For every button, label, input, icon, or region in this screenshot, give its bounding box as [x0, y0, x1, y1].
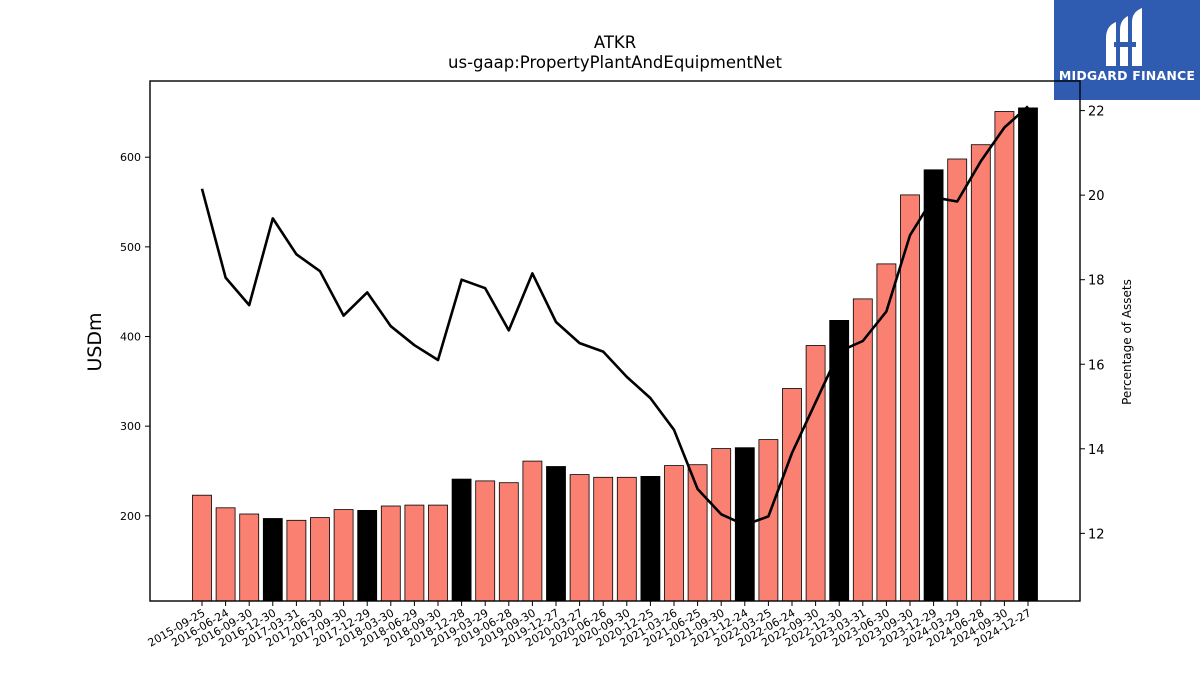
- chart-subtitle: us-gaap:PropertyPlantAndEquipmentNet: [448, 53, 782, 72]
- bars-group: [192, 107, 1038, 602]
- bar-2022-06-24: [782, 388, 802, 602]
- bar-2017-09-30: [333, 509, 354, 602]
- bar-2017-12-29: [357, 509, 378, 602]
- y-tick-label: 300: [120, 420, 141, 433]
- bar-2021-09-30: [711, 448, 732, 602]
- bar-2019-09-30: [522, 460, 543, 602]
- logo-text: MIDGARD FINANCE: [1058, 68, 1196, 83]
- y2-tick-label: 12: [1088, 527, 1105, 542]
- percentage-line: [200, 105, 1029, 527]
- bar-2024-12-27: [1018, 107, 1038, 602]
- bar-2022-09-30: [805, 345, 826, 602]
- midgard-logo-icon: [1106, 8, 1142, 66]
- bar-2019-06-28: [498, 482, 519, 602]
- bar-2020-09-30: [616, 476, 637, 602]
- y2-tick-label: 18: [1088, 274, 1105, 289]
- chart-title: ATKR: [594, 33, 636, 52]
- bar-2019-12-27: [546, 466, 566, 602]
- bar-2015-09-25: [192, 494, 212, 602]
- y2-tick-label: 16: [1088, 358, 1105, 373]
- bar-2017-06-30: [310, 517, 330, 602]
- bar-2018-06-29: [404, 504, 425, 602]
- bar-2016-09-30: [239, 513, 260, 602]
- y2-axis-label: Percentage of Assets: [1120, 279, 1134, 405]
- bar-2021-03-26: [664, 465, 684, 602]
- midgard-finance-logo: MIDGARD FINANCE: [1054, 0, 1200, 100]
- bar-2020-06-26: [593, 476, 614, 602]
- bar-2018-12-28: [451, 478, 472, 602]
- bar-2016-06-24: [215, 507, 236, 602]
- y2-tick-label: 22: [1088, 105, 1105, 120]
- y-tick-label: 500: [120, 241, 141, 254]
- axes-group: 2003004005006001214161820222015-09-25201…: [120, 80, 1105, 650]
- bar-2019-03-29: [475, 480, 496, 602]
- bar-2023-06-30: [876, 263, 897, 602]
- bar-2020-03-27: [569, 474, 590, 602]
- y-tick-label: 600: [120, 151, 141, 164]
- line-group: [200, 105, 1029, 527]
- bar-2024-09-30: [994, 111, 1015, 602]
- y-tick-label: 200: [120, 510, 141, 523]
- plot-frame: [149, 80, 1081, 602]
- bar-2021-06-25: [687, 464, 708, 602]
- y2-tick-label: 20: [1088, 189, 1105, 204]
- bar-2022-12-30: [829, 319, 850, 602]
- y-axis-label: USDm: [84, 312, 106, 371]
- bar-2023-12-29: [923, 169, 944, 602]
- y-tick-label: 400: [120, 331, 141, 344]
- bar-2024-06-28: [970, 144, 991, 602]
- bar-2024-03-29: [947, 158, 968, 602]
- bar-2016-12-30: [262, 518, 283, 602]
- bar-2018-09-30: [428, 504, 448, 602]
- bar-2017-03-31: [286, 519, 307, 602]
- y2-tick-label: 14: [1088, 443, 1105, 458]
- bar-2018-03-30: [380, 505, 401, 602]
- bar-2020-12-25: [640, 475, 661, 602]
- bar-2022-03-25: [758, 439, 779, 602]
